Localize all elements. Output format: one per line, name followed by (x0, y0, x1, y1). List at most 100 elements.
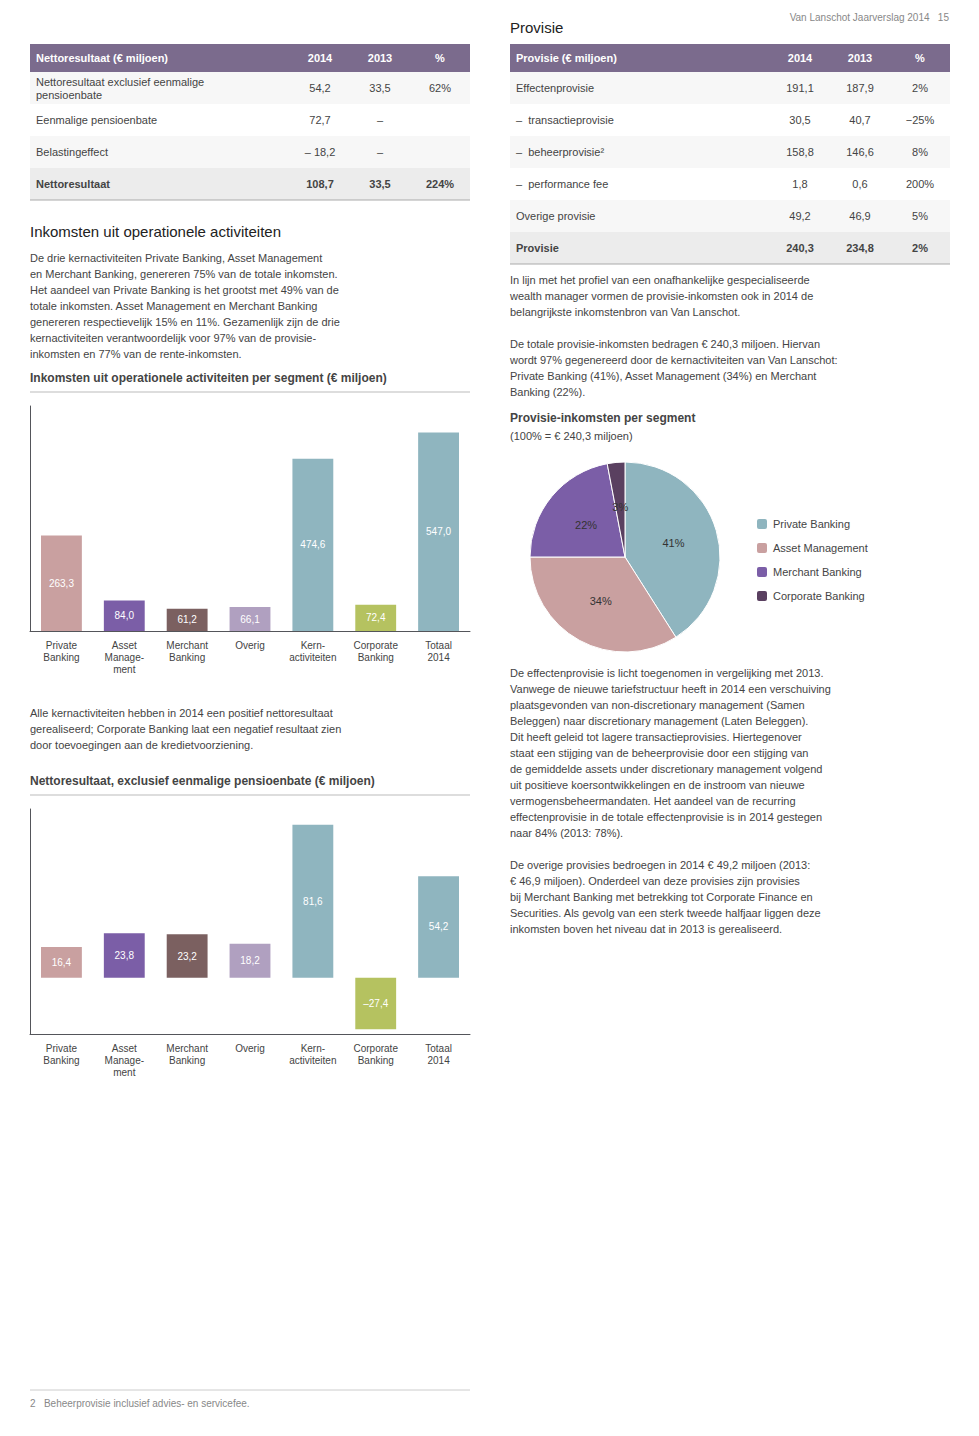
svg-text:inkomsten en 77% van de rente-: inkomsten en 77% van de rente-inkomsten. (30, 348, 242, 360)
svg-text:240,3: 240,3 (786, 242, 814, 254)
svg-text:Overig: Overig (235, 1043, 264, 1054)
svg-text:De overige provisies bedroegen: De overige provisies bedroegen in 2014 €… (510, 859, 810, 871)
svg-text:23,2: 23,2 (177, 951, 197, 962)
svg-text:Banking: Banking (43, 652, 79, 663)
svg-text:genereren respectievelijk 15%: genereren respectievelijk 15% en 11%. Ge… (30, 316, 340, 328)
svg-text:Private: Private (46, 640, 78, 651)
svg-text:wordt 97% gegenereerd door de: wordt 97% gegenereerd door de kernactivi… (509, 354, 838, 366)
svg-text:22%: 22% (575, 519, 597, 531)
svg-text:Private Banking (41%), Asset M: Private Banking (41%), Asset Management … (510, 370, 816, 382)
svg-text:200%: 200% (906, 178, 934, 190)
svg-text:totale inkomsten. Asset Manage: totale inkomsten. Asset Management en Me… (30, 300, 317, 312)
svg-text:72,7: 72,7 (309, 114, 330, 126)
svg-text:2014: 2014 (427, 1055, 450, 1066)
svg-text:en Merchant Banking, genereren: en Merchant Banking, genereren 75% van d… (30, 268, 338, 280)
svg-text:2 Beheerprovisie inclusief a: 2 Beheerprovisie inclusief advies- en se… (30, 1398, 250, 1409)
svg-text:Manage-: Manage- (105, 652, 144, 663)
svg-text:62%: 62% (429, 82, 451, 94)
svg-text:In lijn met het profiel van ee: In lijn met het profiel van een onafhank… (510, 274, 810, 286)
svg-text:33,5: 33,5 (369, 82, 390, 94)
svg-text:263,3: 263,3 (49, 578, 74, 589)
svg-text:Asset: Asset (112, 1043, 137, 1054)
svg-text:Belastingeffect: Belastingeffect (36, 146, 108, 158)
svg-text:– performance fee: – performance fee (516, 178, 608, 190)
svg-text:Corporate Banking: Corporate Banking (773, 590, 865, 602)
svg-text:234,8: 234,8 (846, 242, 874, 254)
svg-text:Beleggen) naar discretionary m: Beleggen) naar discretionary management … (510, 715, 808, 727)
svg-text:Provisie (€ miljoen): Provisie (€ miljoen) (516, 52, 617, 64)
svg-text:Vanwege de nieuwe tariefstruct: Vanwege de nieuwe tariefstructuur heeft … (510, 683, 831, 695)
svg-text:2014: 2014 (788, 52, 813, 64)
svg-text:Provisie-inkomsten per segment: Provisie-inkomsten per segment (510, 411, 695, 425)
svg-text:Banking: Banking (43, 1055, 79, 1066)
svg-text:61,2: 61,2 (177, 614, 197, 625)
svg-text:(100% = € 240,3 miljoen): (100% = € 240,3 miljoen) (510, 430, 633, 442)
svg-text:uit positieve koersontwikkelin: uit positieve koersontwikkelingen en de … (510, 779, 805, 791)
svg-text:5%: 5% (912, 210, 928, 222)
svg-text:2013: 2013 (848, 52, 872, 64)
svg-text:Asset Management: Asset Management (773, 542, 868, 554)
svg-text:%: % (435, 52, 445, 64)
svg-text:de gemiddelde assets under dis: de gemiddelde assets under discretionary… (510, 763, 822, 775)
svg-text:De drie kernactiviteiten Priva: De drie kernactiviteiten Private Banking… (30, 252, 322, 264)
svg-text:0,6: 0,6 (852, 178, 867, 190)
svg-text:Kern-: Kern- (301, 1043, 325, 1054)
svg-text:30,5: 30,5 (789, 114, 810, 126)
svg-text:staat een stijging van de behe: staat een stijging van de beheerprovisie… (510, 747, 808, 759)
svg-text:Alle kernactiviteiten hebben i: Alle kernactiviteiten hebben in 2014 een… (30, 707, 333, 719)
svg-text:23,8: 23,8 (115, 950, 135, 961)
svg-text:– 18,2: – 18,2 (305, 146, 336, 158)
svg-text:–: – (377, 114, 384, 126)
svg-text:2014: 2014 (308, 52, 333, 64)
svg-text:34%: 34% (590, 595, 612, 607)
svg-text:Banking: Banking (169, 652, 205, 663)
svg-text:Van Lanschot Jaarverslag 2014: Van Lanschot Jaarverslag 2014 15 (790, 12, 950, 23)
svg-text:Nettoresultaat (€ miljoen): Nettoresultaat (€ miljoen) (36, 52, 168, 64)
svg-text:Securities. Als gevolg van een: Securities. Als gevolg van een sterk twe… (510, 907, 821, 919)
svg-text:49,2: 49,2 (789, 210, 810, 222)
svg-text:activiteiten: activiteiten (289, 1055, 336, 1066)
svg-text:–27,4: –27,4 (363, 998, 388, 1009)
svg-text:Nettoresultaat, exclusief eenm: Nettoresultaat, exclusief eenmalige pens… (30, 774, 375, 788)
svg-text:Merchant Banking: Merchant Banking (773, 566, 862, 578)
svg-text:pensioenbate: pensioenbate (36, 89, 102, 101)
svg-text:−25%: −25% (906, 114, 935, 126)
svg-text:Banking: Banking (358, 1055, 394, 1066)
svg-text:Banking: Banking (169, 1055, 205, 1066)
svg-text:%: % (915, 52, 925, 64)
svg-text:41%: 41% (662, 537, 684, 549)
svg-text:Provisie: Provisie (516, 242, 559, 254)
svg-text:Merchant: Merchant (166, 640, 208, 651)
svg-text:18,2: 18,2 (240, 955, 260, 966)
svg-text:224%: 224% (426, 178, 454, 190)
svg-text:naar 84% (2013: 78%).: naar 84% (2013: 78%). (510, 827, 623, 839)
svg-text:Totaal: Totaal (425, 1043, 452, 1054)
svg-text:1,8: 1,8 (792, 178, 807, 190)
svg-text:2013: 2013 (368, 52, 392, 64)
svg-text:Inkomsten uit operationele act: Inkomsten uit operationele activiteiten … (30, 371, 387, 385)
svg-text:Inkomsten uit operationele act: Inkomsten uit operationele activiteiten (30, 223, 281, 240)
svg-text:De effectenprovisie is licht t: De effectenprovisie is licht toegenomen … (510, 667, 823, 679)
svg-text:46,9: 46,9 (849, 210, 870, 222)
svg-text:gerealiseerd; Corporate Bankin: gerealiseerd; Corporate Banking laat een… (30, 723, 341, 735)
svg-text:ment: ment (113, 664, 135, 675)
svg-text:146,6: 146,6 (846, 146, 874, 158)
svg-text:Corporate: Corporate (353, 1043, 398, 1054)
svg-text:–: – (377, 146, 384, 158)
svg-text:Nettoresultaat exclusief eenma: Nettoresultaat exclusief eenmalige (36, 76, 204, 88)
svg-text:66,1: 66,1 (240, 614, 260, 625)
svg-text:54,2: 54,2 (309, 82, 330, 94)
svg-text:Corporate: Corporate (353, 640, 398, 651)
svg-text:8%: 8% (912, 146, 928, 158)
svg-text:474,6: 474,6 (300, 539, 325, 550)
svg-text:kernactiviteiten verantwoordel: kernactiviteiten verantwoordelijk voor 9… (30, 332, 316, 344)
svg-text:– transactieprovisie: – transactieprovisie (516, 114, 614, 126)
svg-text:Banking (22%).: Banking (22%). (510, 386, 585, 398)
svg-text:Nettoresultaat: Nettoresultaat (36, 178, 110, 190)
svg-text:16,4: 16,4 (52, 957, 72, 968)
svg-text:vermogensbeheermandaten. Het a: vermogensbeheermandaten. Het aandeel van… (510, 795, 796, 807)
svg-text:3%: 3% (612, 501, 628, 513)
svg-text:2014: 2014 (427, 652, 450, 663)
svg-text:187,9: 187,9 (846, 82, 874, 94)
svg-text:€ 46,9 miljoen). Onderdeel van: € 46,9 miljoen). Onderdeel van deze prov… (510, 875, 800, 887)
